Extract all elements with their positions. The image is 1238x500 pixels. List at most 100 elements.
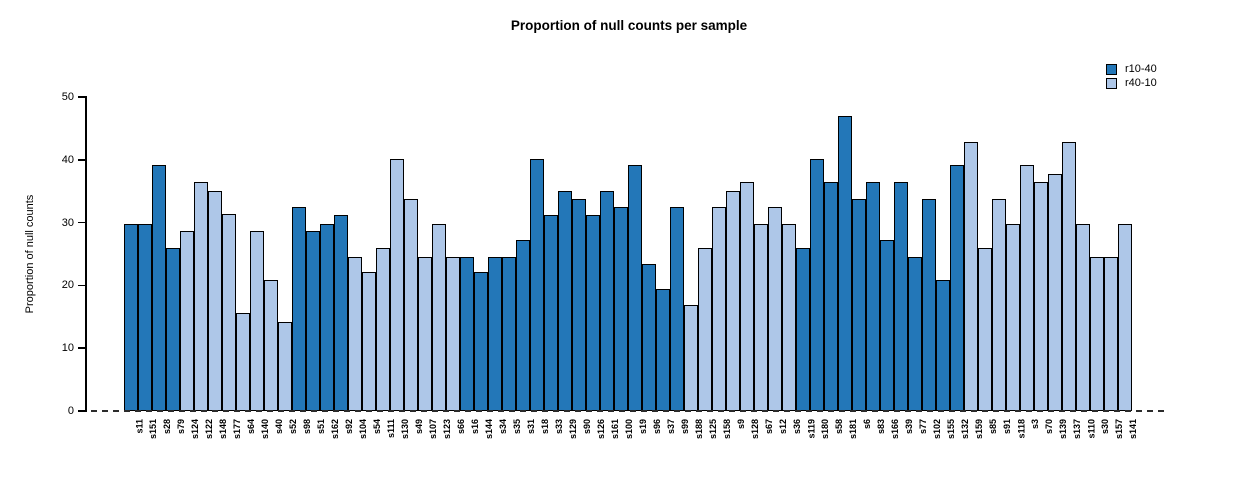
y-tick-mark <box>78 159 85 161</box>
y-axis-label: Proportion of null counts <box>24 194 36 314</box>
y-tick-label: 40 <box>61 153 74 166</box>
bar-s49 <box>404 199 418 411</box>
y-tick-mark <box>78 96 85 98</box>
bar-s35 <box>502 257 516 411</box>
bar-s110 <box>1076 224 1090 411</box>
x-tick-label-s111: s111 <box>386 419 397 439</box>
legend-swatch-icon <box>1106 63 1117 75</box>
x-tick-label-s144: s144 <box>484 419 495 440</box>
x-tick-label-s99: s99 <box>680 419 691 435</box>
chart-title: Proportion of null counts per sample <box>510 18 748 33</box>
x-tick-label-s162: s162 <box>330 419 341 440</box>
x-tick-label-s9: s9 <box>736 419 747 430</box>
legend-label: r10-40 <box>1125 62 1157 75</box>
bar-s148 <box>208 191 222 411</box>
bar-s39 <box>894 182 908 411</box>
y-tick-label: 10 <box>61 342 74 355</box>
x-tick-label-s155: s155 <box>946 419 957 440</box>
bar-s151 <box>138 224 152 411</box>
bar-s37 <box>656 289 670 411</box>
bar-s18 <box>530 159 544 411</box>
x-tick-label-s12: s12 <box>778 419 789 435</box>
bar-s99 <box>670 207 684 411</box>
bar-s96 <box>642 264 656 411</box>
bar-s79 <box>166 248 180 411</box>
bar-s12 <box>768 207 782 411</box>
x-tick-label-s188: s188 <box>694 419 705 440</box>
x-tick-label-s66: s66 <box>456 419 467 435</box>
legend-swatch-icon <box>1106 77 1117 89</box>
x-tick-label-s132: s132 <box>960 419 971 440</box>
bar-s90 <box>572 199 586 411</box>
bar-s16 <box>460 257 474 411</box>
bar-s161 <box>600 191 614 411</box>
bar-s6 <box>852 199 866 411</box>
bar-s67 <box>754 224 768 411</box>
x-tick-label-s148: s148 <box>218 419 229 440</box>
x-tick-label-s83: s83 <box>876 419 887 435</box>
bar-s124 <box>180 231 194 411</box>
bar-s36 <box>782 224 796 411</box>
bar-s28 <box>152 165 166 411</box>
x-tick-label-s161: s161 <box>610 419 621 440</box>
bar-s144 <box>474 272 488 411</box>
x-tick-label-s36: s36 <box>792 419 803 435</box>
x-tick-label-s137: s137 <box>1072 419 1083 440</box>
x-tick-label-s102: s102 <box>932 419 943 440</box>
bar-s181 <box>838 116 852 411</box>
bar-s100 <box>614 207 628 411</box>
bar-s70 <box>1034 182 1048 411</box>
bar-s31 <box>516 240 530 411</box>
bar-s9 <box>726 191 740 411</box>
bar-s52 <box>278 322 292 411</box>
x-tick-label-s126: s126 <box>596 419 607 440</box>
y-tick-mark <box>78 221 85 224</box>
y-tick-label: 50 <box>61 91 74 103</box>
x-tick-label-s91: s91 <box>1002 419 1013 435</box>
bar-s180 <box>810 159 824 411</box>
x-tick-label-s16: s16 <box>470 419 481 435</box>
x-tick-label-s110: s110 <box>1086 419 1097 439</box>
bar-s141 <box>1118 224 1132 411</box>
bar-s107 <box>418 257 432 411</box>
x-tick-label-s157: s157 <box>1114 419 1125 440</box>
y-tick-label: 30 <box>61 216 74 229</box>
x-tick-label-s6: s6 <box>862 419 873 430</box>
bar-s33 <box>544 215 558 411</box>
x-tick-label-s58: s58 <box>834 419 845 435</box>
y-tick-label: 0 <box>67 405 74 417</box>
bar-s66 <box>446 257 460 411</box>
y-tick-mark <box>78 410 85 412</box>
x-tick-label-s166: s166 <box>890 419 901 440</box>
x-tick-label-s125: s125 <box>708 419 719 440</box>
bar-s125 <box>698 248 712 411</box>
bar-s64 <box>236 313 250 411</box>
legend-label: r40-10 <box>1125 76 1157 89</box>
bar-s30 <box>1090 257 1104 411</box>
bar-s139 <box>1048 174 1062 411</box>
x-tick-label-s35: s35 <box>512 419 523 435</box>
x-tick-label-s37: s37 <box>666 419 677 435</box>
y-tick-mark <box>78 284 85 287</box>
x-tick-label-s104: s104 <box>358 419 369 440</box>
bar-s158 <box>712 207 726 411</box>
x-tick-label-s140: s140 <box>260 419 271 440</box>
x-tick-label-s118: s118 <box>1016 419 1027 439</box>
x-tick-label-s128: s128 <box>750 419 761 440</box>
x-tick-label-s30: s30 <box>1100 419 1111 435</box>
legend: r10-40 r40-10 <box>1106 62 1157 90</box>
x-tick-label-s40: s40 <box>274 419 285 435</box>
bar-s11 <box>124 224 138 411</box>
zero-baseline-dashed-line <box>91 410 1167 413</box>
x-tick-label-s124: s124 <box>190 419 201 440</box>
x-tick-label-s52: s52 <box>288 419 299 435</box>
x-tick-label-s122: s122 <box>204 419 215 440</box>
bar-s130 <box>390 159 404 411</box>
bar-s159 <box>964 142 978 411</box>
x-tick-label-s18: s18 <box>540 419 551 435</box>
bar-s102 <box>922 199 936 411</box>
bar-s155 <box>936 280 950 411</box>
legend-item-r40-10: r40-10 <box>1106 76 1157 90</box>
bar-s126 <box>586 215 600 411</box>
x-tick-label-s64: s64 <box>246 419 257 435</box>
